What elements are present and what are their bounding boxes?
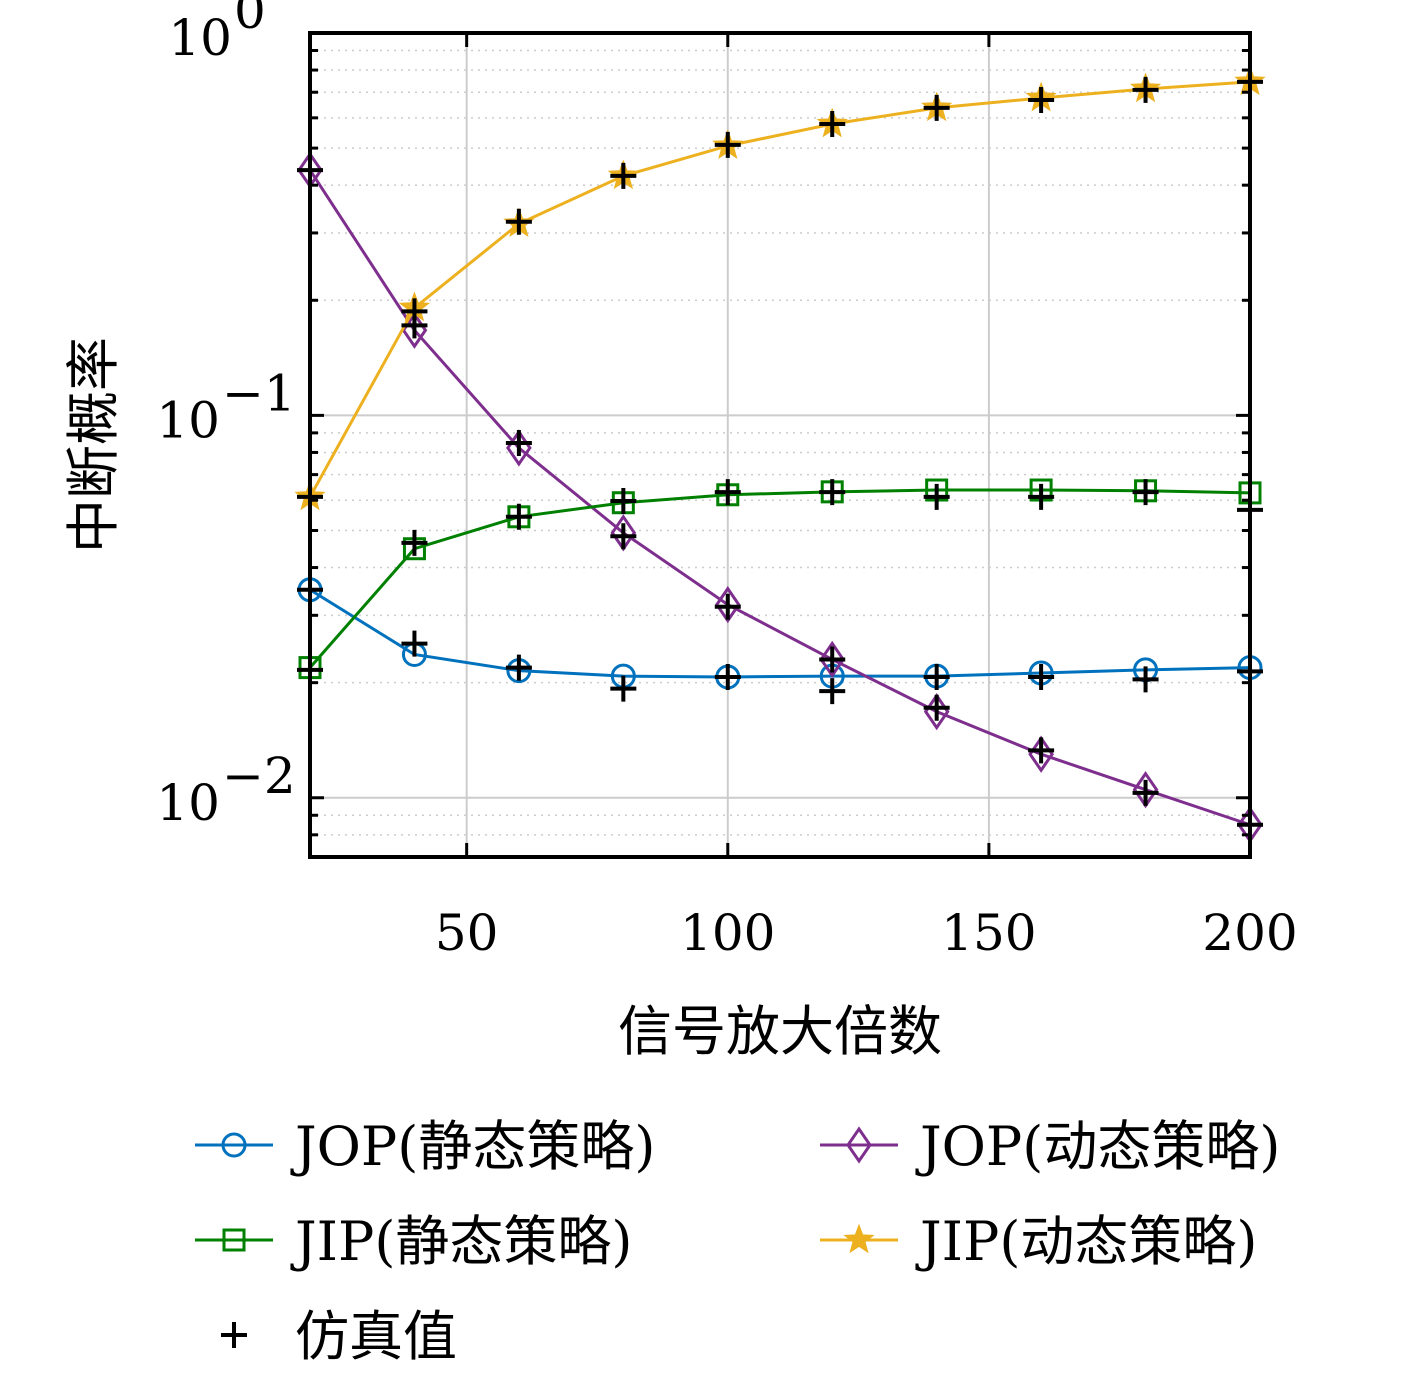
plus-marker (1132, 666, 1159, 693)
x-tick-label: 100 (680, 904, 775, 962)
series-simulation (297, 68, 1263, 838)
plus-marker (1132, 779, 1159, 806)
diamond-marker (846, 1126, 872, 1164)
series-layer (294, 65, 1266, 844)
plus-marker (1132, 479, 1159, 506)
x-tick-label: 200 (1202, 904, 1297, 962)
plus-marker (714, 479, 741, 506)
plus-marker (923, 94, 950, 121)
plus-marker (714, 131, 741, 158)
plus-marker (610, 162, 637, 189)
plus-marker (714, 593, 741, 620)
plus-marker (819, 646, 846, 673)
series-square (298, 478, 1262, 680)
y-tick-label: 10 (156, 391, 220, 449)
diamond-marker (714, 585, 741, 624)
series-star (294, 65, 1266, 511)
legend-item: 仿真值 (221, 1305, 457, 1368)
plus-marker (401, 630, 428, 657)
plus-marker (1028, 663, 1055, 690)
square-marker (222, 1228, 246, 1252)
y-tick-label: 10 (168, 9, 232, 67)
plus-marker (819, 479, 846, 506)
legend-label: JIP(动态策略) (915, 1210, 1257, 1273)
plus-marker (714, 663, 741, 690)
plus-marker (505, 503, 532, 530)
series-line (309, 588, 1251, 679)
legend-item: JIP(静态策略) (195, 1210, 632, 1273)
plus-marker (401, 298, 428, 325)
plus-marker (819, 111, 846, 138)
plus-marker (923, 663, 950, 690)
legend-label: 仿真值 (295, 1305, 457, 1368)
plus-marker (610, 488, 637, 515)
plus-marker (221, 1322, 247, 1348)
plus-marker (819, 678, 846, 705)
plus-marker (1132, 76, 1159, 103)
legend-label: JOP(动态策略) (915, 1115, 1280, 1178)
x-axis-label: 信号放大倍数 (618, 1000, 942, 1063)
plus-marker (610, 675, 637, 702)
plus-marker (1028, 483, 1055, 510)
legend-label: JIP(静态策略) (290, 1210, 632, 1273)
plus-marker (610, 523, 637, 550)
plus-marker (505, 208, 532, 235)
grid (310, 33, 1251, 858)
plus-marker (923, 694, 950, 721)
plus-marker (1028, 87, 1055, 114)
y-tick-exponent: −2 (222, 747, 296, 805)
x-tick-label: 150 (941, 904, 1036, 962)
plus-marker (923, 483, 950, 510)
star-marker (843, 1223, 875, 1254)
plus-marker (505, 654, 532, 681)
y-axis-label: 中断概率 (62, 337, 125, 553)
legend-item: JIP(动态策略) (820, 1210, 1257, 1273)
legend-item: JOP(动态策略) (820, 1115, 1280, 1178)
series-diamond (297, 151, 1263, 844)
series-line (308, 80, 1251, 498)
legend-item: JOP(静态策略) (195, 1115, 655, 1178)
plus-marker (505, 429, 532, 456)
plus-marker (401, 529, 428, 556)
legend-label: JOP(静态策略) (290, 1115, 655, 1178)
plus-marker (1028, 737, 1055, 764)
series-line (308, 169, 1251, 827)
diamond-marker (819, 640, 846, 679)
legend: JOP(静态策略) JOP(动态策略) JIP(静态策略) JIP(动态策略) 仿真值 (195, 1115, 1280, 1368)
y-tick-exponent: 0 (234, 0, 266, 40)
circle-marker (221, 1132, 247, 1158)
y-tick-exponent: −1 (222, 364, 296, 422)
x-tick-label: 50 (435, 904, 499, 962)
plot-frame (308, 31, 1252, 859)
y-tick-label: 10 (156, 774, 220, 832)
series-line (308, 488, 1251, 669)
